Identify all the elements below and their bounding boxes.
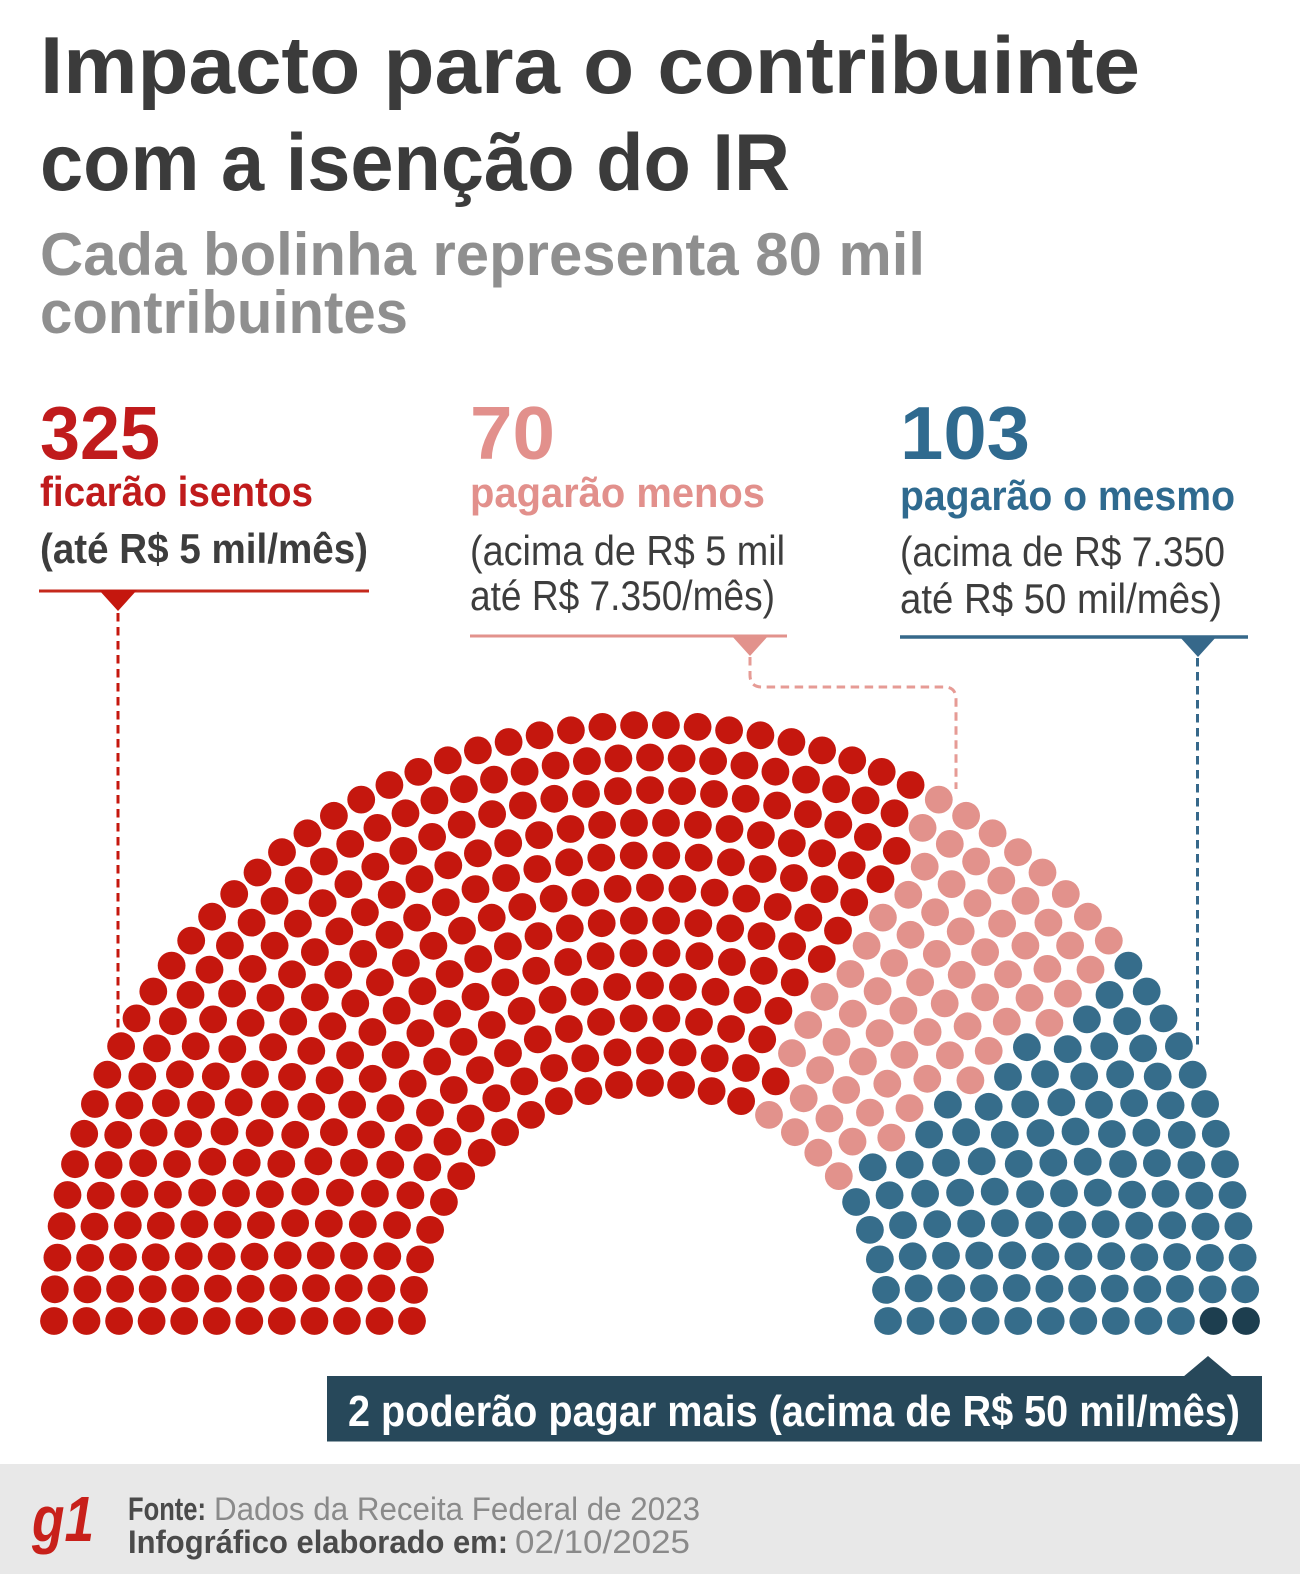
svg-text:103: 103 <box>900 391 1030 475</box>
svg-text:325: 325 <box>40 391 160 475</box>
svg-text:Cada bolinha representa 80 mil: Cada bolinha representa 80 mil <box>40 221 925 288</box>
svg-text:até R$ 7.350/mês): até R$ 7.350/mês) <box>470 572 775 619</box>
svg-text:(acima de R$ 7.350: (acima de R$ 7.350 <box>900 528 1225 575</box>
svg-text:contribuintes: contribuintes <box>40 279 408 346</box>
svg-text:até R$ 50 mil/mês): até R$ 50 mil/mês) <box>900 575 1222 622</box>
svg-text:70: 70 <box>470 391 555 475</box>
svg-text:Dados da Receita Federal de 20: Dados da Receita Federal de 2023 <box>214 1491 700 1527</box>
svg-text:(até R$ 5 mil/mês): (até R$ 5 mil/mês) <box>40 525 368 572</box>
svg-text:Infográfico elaborado em:: Infográfico elaborado em: <box>128 1524 508 1560</box>
svg-text:g1: g1 <box>31 1483 94 1555</box>
svg-text:02/10/2025: 02/10/2025 <box>515 1524 690 1560</box>
svg-text:com a isenção do IR: com a isenção do IR <box>40 118 790 208</box>
svg-text:2 poderão pagar mais (acima de: 2 poderão pagar mais (acima de R$ 50 mil… <box>348 1387 1240 1436</box>
svg-text:Fonte:: Fonte: <box>128 1491 206 1527</box>
svg-text:Impacto para o contribuinte: Impacto para o contribuinte <box>40 21 1140 111</box>
svg-text:pagarão menos: pagarão menos <box>470 469 765 516</box>
svg-text:(acima de R$ 5 mil: (acima de R$ 5 mil <box>470 527 785 574</box>
svg-text:ficarão isentos: ficarão isentos <box>40 468 313 515</box>
svg-text:pagarão o mesmo: pagarão o mesmo <box>900 472 1235 519</box>
